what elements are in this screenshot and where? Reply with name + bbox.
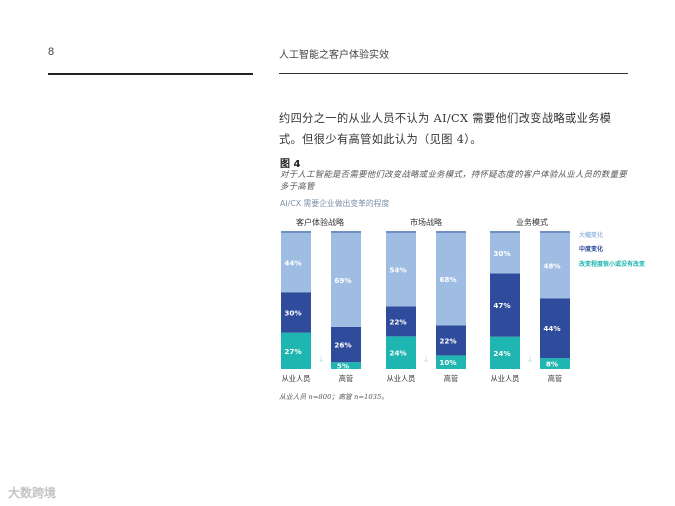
bar-business-model-executives-little-or-no-change [540,358,570,369]
bar-cx-strategy-practitioners-little-or-no-change [281,332,311,369]
figure-label: 图 4 [280,159,301,170]
divider-left [48,73,253,75]
bar-top-cap [386,231,416,233]
bar-cx-strategy-practitioners-moderate-change [281,292,311,333]
data-label: 22% [439,336,456,345]
data-label: 24% [389,349,406,358]
category-label: 高管 [548,374,562,383]
data-label: 30% [284,308,301,317]
bar-cx-strategy-executives-little-or-no-change [331,362,361,369]
page-number: 8 [48,46,55,58]
data-label: 24% [493,349,510,358]
bar-top-cap [436,231,466,233]
group-label-market-strategy: 市场战略 [410,218,442,227]
down-arrow-icon: ↓ [317,355,325,365]
down-arrow-icon: ↓ [422,355,430,365]
bar-cx-strategy-practitioners-significant-change [281,233,311,293]
bar-business-model-practitioners-little-or-no-change [490,336,520,369]
data-label: 44% [284,259,301,268]
data-label: 5% [337,362,349,371]
bar-top-cap [281,231,311,233]
data-label: 30% [493,249,510,258]
figure-caption: 对于人工智能是否需要他们改变战略或业务模式，持怀疑态度的客户体验从业人员的数量要… [280,169,627,191]
data-label: 48% [543,262,560,271]
bar-market-strategy-executives-significant-change [436,233,466,326]
bar-market-strategy-executives-moderate-change [436,325,466,356]
data-label: 8% [546,360,558,369]
group-label-business-model: 业务模式 [516,218,548,227]
chart-axis-title: AI/CX 需要企业做出变革的程度 [280,199,390,208]
body-paragraph: 约四分之一的从业人员不认为 AI/CX 需要他们改变战略或业务模式。但很少有高管… [279,112,612,146]
data-label: 69% [334,276,351,285]
bar-business-model-executives-significant-change [540,233,570,299]
figure-footnote: 从业人员 n=800；高管 n=1035。 [279,393,389,401]
category-label: 从业人员 [387,374,416,383]
bar-market-strategy-practitioners-little-or-no-change [386,336,416,369]
category-label: 从业人员 [282,374,311,383]
divider-right [279,73,628,74]
data-label: 22% [389,317,406,326]
bar-top-cap [331,231,361,233]
data-label: 26% [334,341,351,350]
group-label-cx-strategy: 客户体验战略 [296,218,344,227]
data-label: 10% [439,358,456,367]
category-label: 从业人员 [491,374,520,383]
data-label: 27% [284,347,301,356]
bar-top-cap [490,231,520,233]
bar-market-strategy-practitioners-significant-change [386,233,416,307]
legend-item: 大幅变化 [579,231,603,239]
bar-business-model-executives-moderate-change [540,298,570,359]
data-label: 54% [389,266,406,275]
bar-business-model-practitioners-significant-change [490,233,520,274]
category-label: 高管 [339,374,353,383]
bar-cx-strategy-executives-significant-change [331,233,361,327]
running-header: 人工智能之客户体验实效 [279,50,389,61]
bar-market-strategy-executives-little-or-no-change [436,355,466,369]
bar-cx-strategy-executives-moderate-change [331,326,361,363]
watermark-logo: 大数跨境 [8,486,57,500]
bar-top-cap [540,231,570,233]
category-label: 高管 [444,374,458,383]
data-label: 47% [493,301,510,310]
data-label: 68% [439,275,456,284]
legend-item: 改变程度很小或没有改变 [579,260,645,268]
bar-market-strategy-practitioners-moderate-change [386,306,416,337]
bar-business-model-practitioners-moderate-change [490,273,520,337]
legend-item: 中度变化 [579,245,603,253]
down-arrow-icon: ↓ [526,355,534,365]
data-label: 44% [543,324,560,333]
